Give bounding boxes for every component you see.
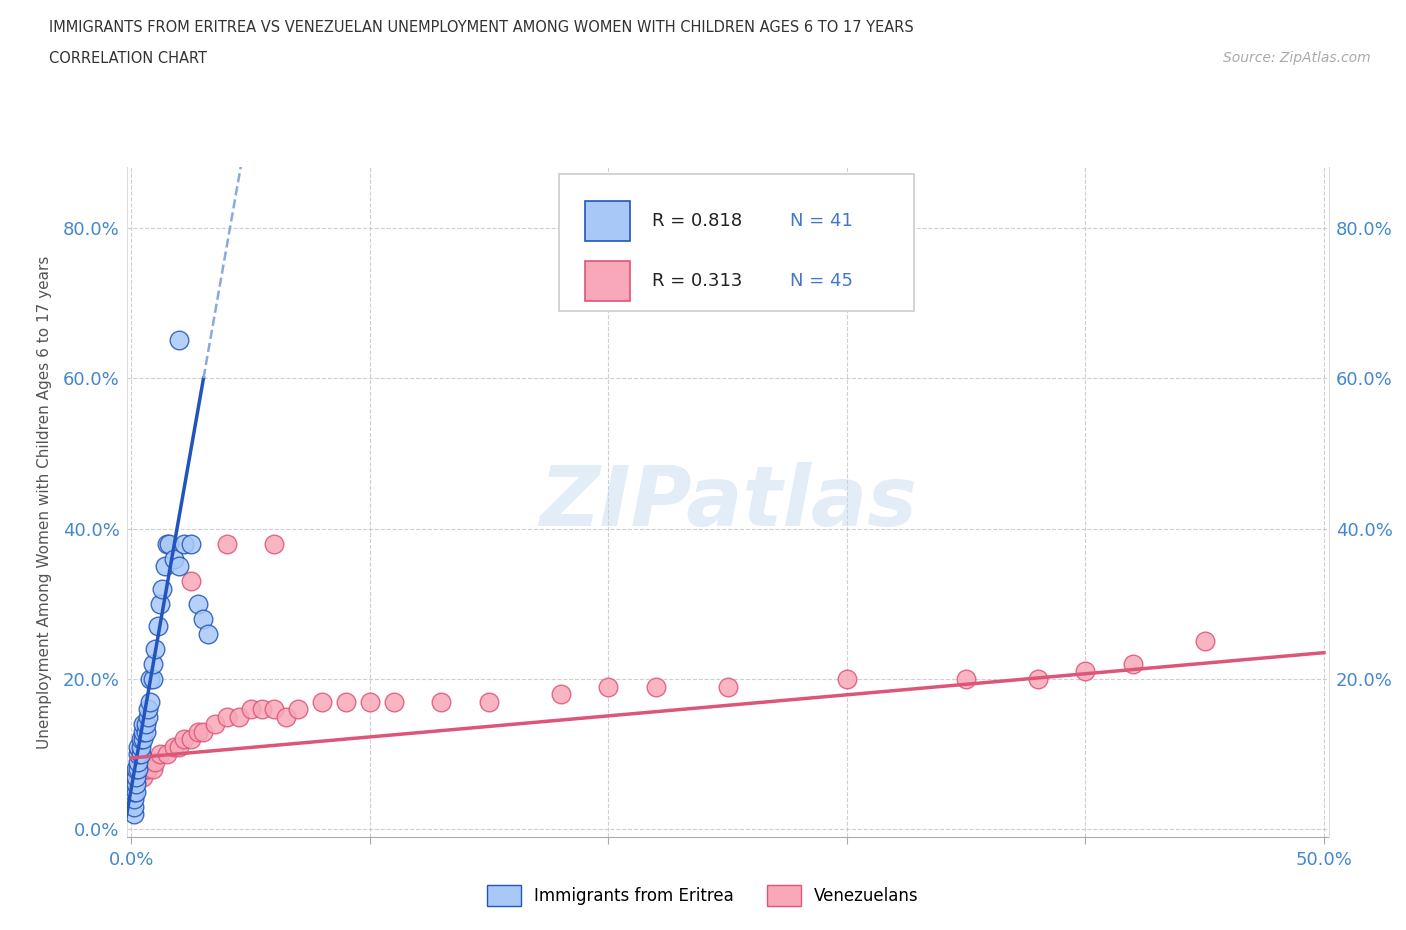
Point [139,754,162,769]
Point [136,710,159,724]
Point [129,732,152,747]
Point [263,701,285,716]
Point [142,671,165,686]
Text: N = 41: N = 41 [790,212,853,230]
Point [159,536,181,551]
Point [143,754,166,769]
Point [430,694,453,709]
Point [122,807,145,822]
FancyBboxPatch shape [585,261,630,301]
Text: N = 45: N = 45 [790,272,853,290]
Point [125,784,148,799]
Point [1074,664,1097,679]
Point [359,694,381,709]
Point [716,679,740,694]
Text: R = 0.313: R = 0.313 [652,272,742,290]
Point [173,732,195,747]
Point [1026,671,1049,686]
Point [135,724,157,739]
Point [122,800,145,815]
Point [132,724,155,739]
Point [127,739,149,754]
Point [153,559,176,574]
Point [129,762,152,777]
Point [228,710,250,724]
Point [127,769,149,784]
Point [1122,657,1144,671]
FancyBboxPatch shape [585,201,630,241]
Point [239,701,262,716]
Point [1194,634,1216,649]
Point [252,701,274,716]
Point [135,762,157,777]
Y-axis label: Unemployment Among Women with Children Ages 6 to 17 years: Unemployment Among Women with Children A… [37,256,52,749]
Point [955,671,977,686]
Point [478,694,501,709]
Point [835,671,858,686]
Point [142,762,165,777]
Point [149,747,172,762]
Point [163,739,186,754]
Point [132,769,155,784]
Point [146,618,169,633]
Point [215,536,238,551]
Point [129,739,152,754]
Point [139,694,162,709]
Text: CORRELATION CHART: CORRELATION CHART [49,51,207,66]
Point [136,762,159,777]
Point [150,581,173,596]
Point [197,627,219,642]
Point [127,762,149,777]
Point [645,679,668,694]
Point [215,710,238,724]
Point [187,724,209,739]
Point [598,679,620,694]
FancyBboxPatch shape [560,174,914,312]
Point [550,686,572,701]
Point [143,642,166,657]
Point [191,724,214,739]
Text: IMMIGRANTS FROM ERITREA VS VENEZUELAN UNEMPLOYMENT AMONG WOMEN WITH CHILDREN AGE: IMMIGRANTS FROM ERITREA VS VENEZUELAN UN… [49,20,914,35]
Point [125,777,148,791]
Point [167,333,190,348]
Point [127,754,149,769]
Point [125,769,148,784]
Point [135,717,157,732]
Point [142,657,165,671]
Point [122,769,145,784]
Point [180,536,202,551]
Point [191,611,214,626]
Point [125,769,148,784]
Text: ZIPatlas: ZIPatlas [538,461,917,543]
Legend: Immigrants from Eritrea, Venezuelans: Immigrants from Eritrea, Venezuelans [481,879,925,912]
Point [127,747,149,762]
Point [187,596,209,611]
Text: Source: ZipAtlas.com: Source: ZipAtlas.com [1223,51,1371,65]
Point [180,574,202,589]
Point [263,536,285,551]
Point [276,710,298,724]
Point [156,747,179,762]
Point [167,559,190,574]
Point [163,551,186,566]
Point [129,747,152,762]
Point [204,717,226,732]
Point [122,784,145,799]
Point [335,694,357,709]
Point [167,739,190,754]
Point [173,536,195,551]
Point [311,694,333,709]
Point [287,701,309,716]
Point [136,701,159,716]
Point [125,762,148,777]
Point [122,792,145,807]
Text: R = 0.818: R = 0.818 [652,212,742,230]
Point [180,732,202,747]
Point [132,732,155,747]
Point [139,671,162,686]
Point [132,717,155,732]
Point [156,536,179,551]
Point [149,596,172,611]
Point [382,694,405,709]
